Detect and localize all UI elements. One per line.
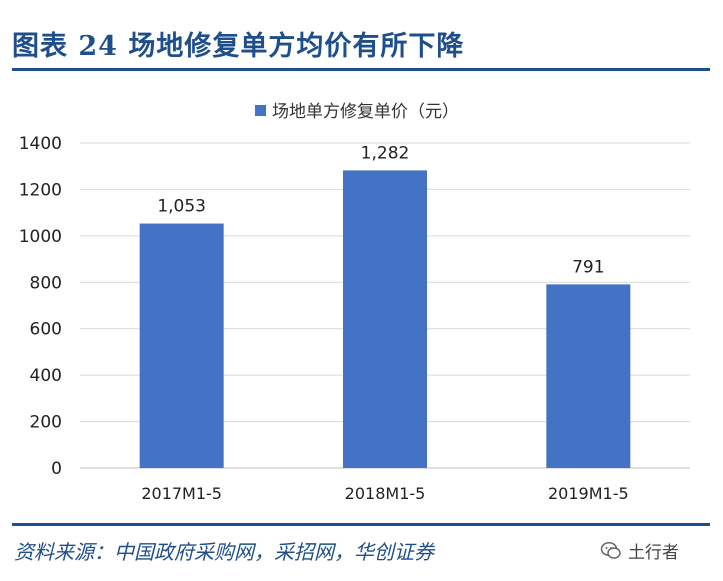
chart-canvas: 场地单方修复单价（元） 0 200 400 600 800 1000 1200 1400 1,…: [19, 102, 690, 503]
bar: [343, 170, 427, 468]
bars: [139, 170, 631, 468]
data-label: 1,053: [157, 197, 206, 217]
x-tick-label: 2019M1-5: [548, 484, 629, 503]
bar: [139, 223, 224, 468]
legend-label: 场地单方修复单价（元）: [272, 102, 459, 122]
title-divider: [12, 68, 710, 71]
chart-header: 图表 24 场地修复单方均价有所下降: [0, 0, 723, 72]
y-tick-label: 1400: [19, 134, 62, 154]
y-tick-label: 1000: [19, 227, 62, 247]
wechat-icon: [600, 541, 621, 559]
data-label: 1,282: [361, 143, 410, 163]
x-tick-label: 2018M1-5: [345, 484, 426, 503]
data-labels: 1,053 1,282 791: [157, 143, 604, 277]
y-tick-label: 800: [30, 273, 62, 293]
chart-footer: 资料来源：中国政府采购网，采招网，华创证券 土行者: [0, 520, 723, 581]
bar-chart: 场地单方修复单价（元） 0 200 400 600 800 1000 1200 1400 1,…: [0, 80, 723, 520]
x-axis-ticks: 2017M1-5 2018M1-5 2019M1-5: [141, 484, 628, 503]
y-tick-label: 400: [30, 366, 62, 386]
y-tick-label: 600: [30, 320, 62, 340]
watermark-text: 土行者: [628, 543, 679, 563]
watermark: 土行者: [600, 538, 679, 563]
y-tick-label: 1200: [19, 180, 62, 200]
legend-swatch: [255, 105, 266, 116]
source-divider: [12, 523, 710, 526]
data-label: 791: [572, 257, 604, 277]
bar: [546, 284, 631, 468]
chart-legend: 场地单方修复单价（元）: [255, 102, 459, 122]
y-tick-label: 0: [51, 459, 62, 479]
y-axis-ticks: 0 200 400 600 800 1000 1200 1400: [19, 134, 62, 479]
y-tick-label: 200: [30, 413, 62, 433]
source-note: 资料来源：中国政府采购网，采招网，华创证券: [14, 540, 434, 564]
chart-title: 图表 24 场地修复单方均价有所下降: [12, 31, 465, 62]
x-tick-label: 2017M1-5: [141, 484, 222, 503]
